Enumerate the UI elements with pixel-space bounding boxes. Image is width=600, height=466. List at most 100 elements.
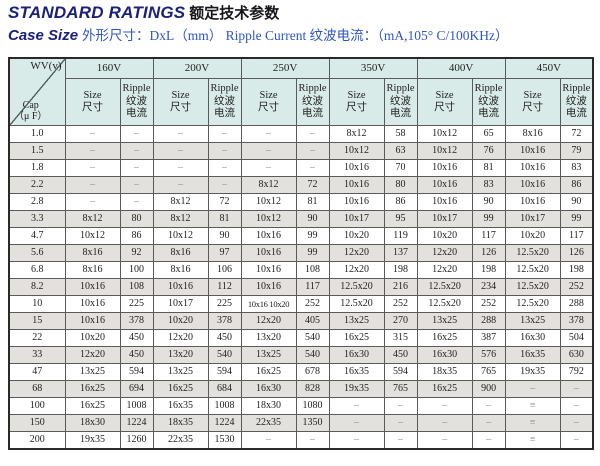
table-row: 2.2– – – –8x12 72 10x16 80 10x16 83 10x16 86: [8, 175, 594, 194]
size-value: 10x12: [64, 226, 121, 245]
cap-value: 200: [8, 430, 66, 450]
ripple-value: –: [119, 175, 154, 194]
cap-value: 33: [8, 345, 66, 364]
voltage-header-row: WV(v) Cap （μ F） 160V 200V 250V 350V 400V…: [8, 57, 594, 126]
ripple-value: –: [119, 158, 154, 177]
size-value: 10x17: [416, 209, 473, 228]
ripple-value: 234: [471, 277, 506, 296]
ripple-value: 117: [295, 277, 330, 296]
size-value: –: [328, 430, 385, 450]
wv-label: WV(v): [30, 59, 62, 72]
ripple-value: 99: [559, 209, 594, 228]
ripple-value: –: [471, 396, 506, 415]
ripple-value: –: [207, 141, 242, 160]
size-value: 10x12: [240, 192, 297, 211]
ripple-value: 765: [383, 379, 418, 398]
ripple-value: 86: [559, 175, 594, 194]
size-value: 10x12: [240, 209, 297, 228]
size-value: 10x16: [504, 192, 561, 211]
ripple-value: 90: [559, 192, 594, 211]
size-value: 16x35: [328, 362, 385, 381]
ripple-value: 65: [471, 124, 506, 143]
cap-value: 4.7: [8, 226, 66, 245]
ripple-value: 450: [119, 345, 154, 364]
size-value: 18x35: [152, 413, 209, 432]
subtitle-case-size-label: Case Size: [8, 27, 79, 45]
ripple-value: 288: [559, 294, 594, 313]
ripple-value: 117: [471, 226, 506, 245]
size-value: 18x30: [240, 396, 297, 415]
cap-value: 100: [8, 396, 66, 415]
ripple-value: 76: [471, 141, 506, 160]
size-value: 10x16: [328, 158, 385, 177]
size-value: 10x20: [504, 226, 561, 245]
size-value: 10x16: [504, 158, 561, 177]
table-row: 33 12x20 450 13x20 540 13x25 540 16x30 450 16x30 5…: [8, 345, 594, 364]
page-title: STANDARD RATINGS 额定技术参数: [8, 3, 592, 23]
ripple-value: 1224: [119, 413, 154, 432]
ripple-value: 1224: [207, 413, 242, 432]
cap-value: 2.2: [8, 175, 66, 194]
size-value: 12.5x20: [328, 277, 385, 296]
ripple-value: –: [119, 192, 154, 211]
ripple-value: –: [471, 430, 506, 450]
size-value: 10x12: [416, 141, 473, 160]
ripple-value: 97: [207, 243, 242, 262]
size-value: 10x17: [328, 209, 385, 228]
size-value: 16x25: [328, 328, 385, 347]
ripple-value: 80: [119, 209, 154, 228]
ripple-value: 86: [119, 226, 154, 245]
ripple-value: 1008: [207, 396, 242, 415]
ripple-value: 126: [559, 243, 594, 262]
size-value: 10x12: [416, 124, 473, 143]
ripple-value: 83: [471, 175, 506, 194]
ripple-value: 594: [207, 362, 242, 381]
ripple-value: 378: [559, 311, 594, 330]
size-value: –: [240, 141, 297, 160]
cap-value: 22: [8, 328, 66, 347]
size-value: –: [152, 158, 209, 177]
size-value: –: [240, 430, 297, 450]
size-value: 16x25: [64, 396, 121, 415]
ripple-value: 288: [471, 311, 506, 330]
ripple-value: –: [295, 124, 330, 143]
cap-value: 3.3: [8, 209, 66, 228]
ripple-value: –: [207, 124, 242, 143]
ripple-value: 1008: [119, 396, 154, 415]
ripple-header: Ripple 纹波 电流: [559, 77, 594, 126]
cap-value: 1.0: [8, 124, 66, 143]
size-value: 10x16: [64, 294, 121, 313]
voltage-header-400v: 400V: [416, 57, 506, 79]
table-row: 68 16x25 694 16x25 684 16x30 828 19x35 765 16x25 9…: [8, 379, 594, 398]
size-value: 8x16: [64, 260, 121, 279]
table-row: 4.7 10x12 86 10x12 90 10x16 99 10x20 119 10x20 117…: [8, 226, 594, 245]
size-value: 10x12: [328, 141, 385, 160]
size-value: 10x16: [328, 175, 385, 194]
ripple-value: –: [383, 430, 418, 450]
size-value: –: [64, 192, 121, 211]
size-value: 12x20: [328, 243, 385, 262]
size-value: 13x25: [240, 345, 297, 364]
size-value: 10x20: [416, 226, 473, 245]
ripple-value: 252: [295, 294, 330, 313]
title-english: STANDARD RATINGS: [8, 3, 186, 22]
table-row: 3.3 8x12 80 8x12 81 10x12 90 10x17 95 10x17 99 10x1…: [8, 209, 594, 228]
ripple-value: 594: [119, 362, 154, 381]
size-value: 19x35: [328, 379, 385, 398]
size-value: 22x35: [240, 413, 297, 432]
table-row: 5.6 8x16 92 8x16 97 10x16 99 12x20 137 12x20 126 12…: [8, 243, 594, 262]
ripple-value: 450: [207, 328, 242, 347]
ripple-value: 216: [383, 277, 418, 296]
ripple-value: 90: [207, 226, 242, 245]
size-value: 8x16: [152, 260, 209, 279]
ripple-value: 108: [119, 277, 154, 296]
ripple-value: 70: [383, 158, 418, 177]
size-header: Size 尺寸: [240, 77, 297, 126]
size-header: Size 尺寸: [328, 77, 385, 126]
ripple-value: 378: [119, 311, 154, 330]
ratings-table: WV(v) Cap （μ F） 160V 200V 250V 350V 400V…: [8, 56, 595, 450]
size-value: –: [416, 430, 473, 450]
ripple-value: 1260: [119, 430, 154, 450]
ripple-value: 79: [559, 141, 594, 160]
